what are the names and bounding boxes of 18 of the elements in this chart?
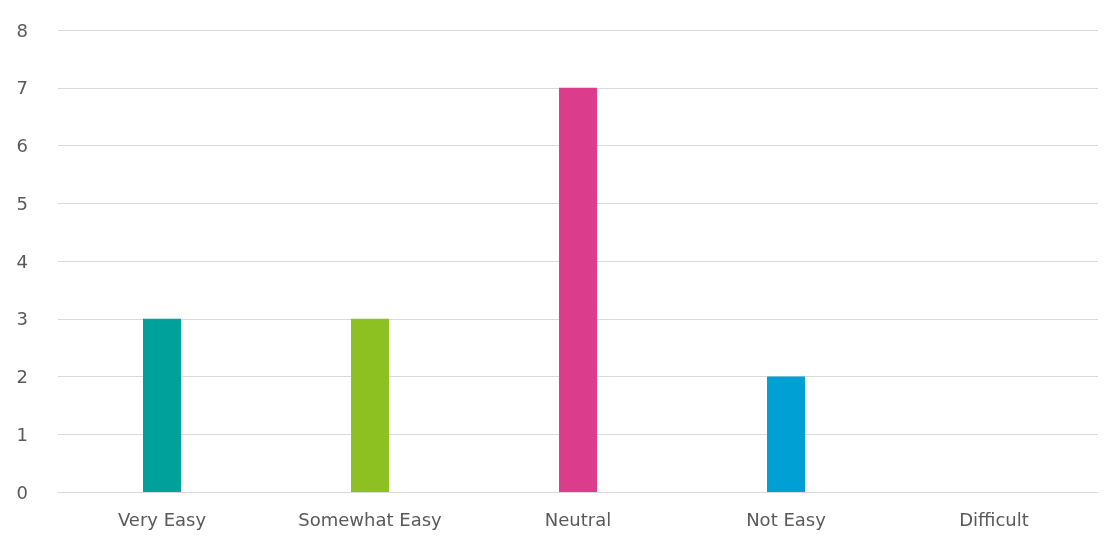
y-tick-label: 0 bbox=[16, 481, 28, 503]
y-tick-label: 8 bbox=[16, 19, 28, 41]
x-tick-label: Neutral bbox=[544, 508, 612, 530]
y-tick-label: 2 bbox=[16, 366, 28, 387]
bar bbox=[559, 87, 597, 492]
x-tick-label: Somewhat Easy bbox=[298, 508, 443, 530]
bar bbox=[767, 376, 805, 492]
bar bbox=[143, 318, 181, 492]
y-tick-label: 3 bbox=[16, 308, 28, 330]
y-tick-label: 6 bbox=[16, 135, 28, 156]
y-tick-label: 7 bbox=[16, 77, 28, 99]
y-tick-label: 5 bbox=[16, 192, 28, 214]
x-tick-label: Very Easy bbox=[117, 508, 207, 530]
x-tick-label: Not Easy bbox=[746, 508, 827, 530]
y-tick-label: 4 bbox=[16, 250, 28, 272]
bar bbox=[351, 318, 389, 492]
y-tick-label: 1 bbox=[16, 423, 28, 445]
x-tick-label: Difficult bbox=[959, 508, 1029, 530]
